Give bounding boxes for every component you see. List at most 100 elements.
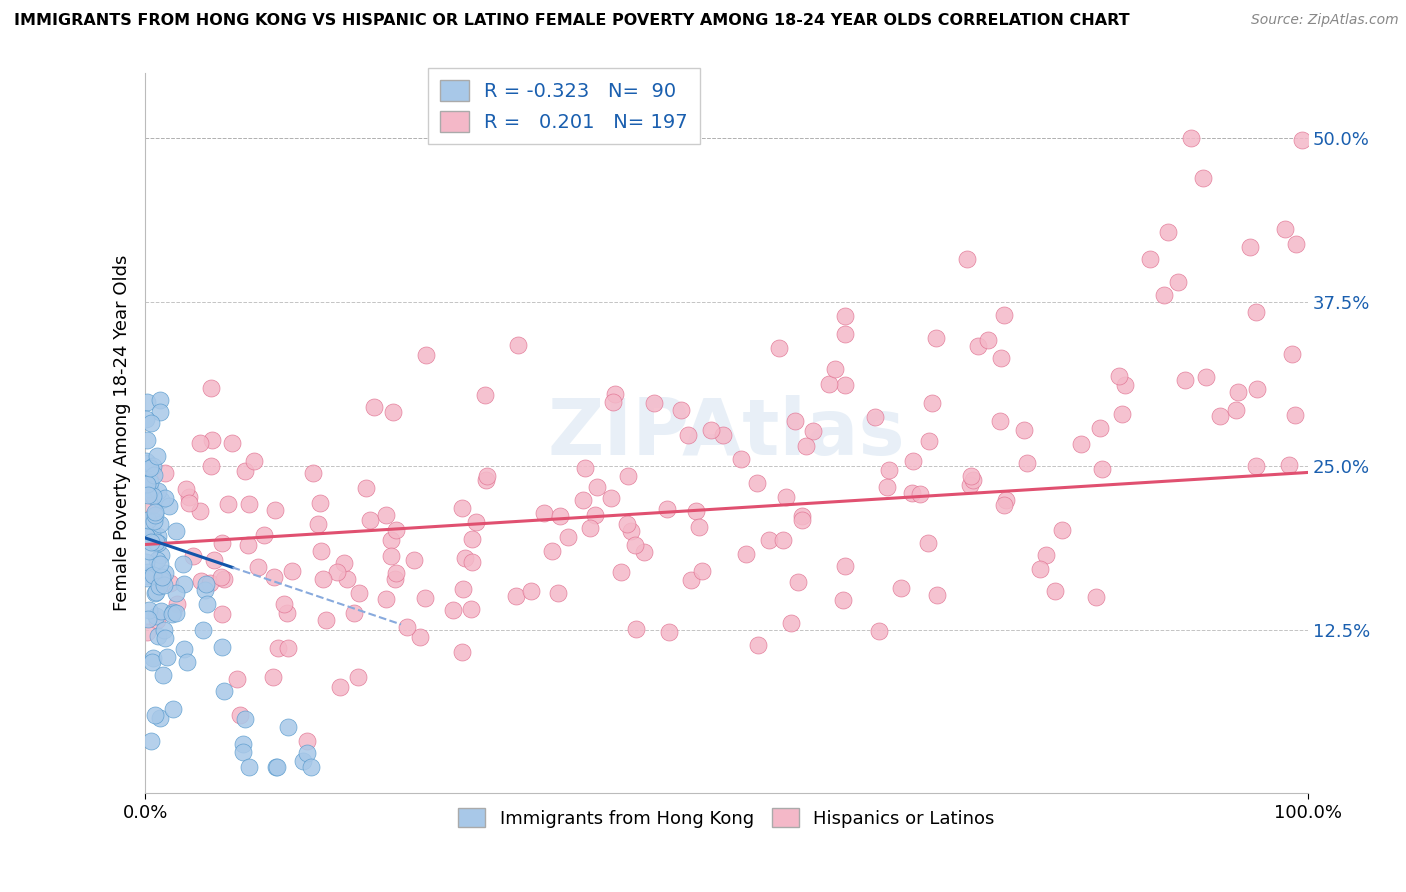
Point [143,505,166,519]
Point [966,339,988,353]
Point [200,382,222,396]
Point [824,362,846,376]
Point [993,308,1015,322]
Point [540,543,562,558]
Point [1192,170,1215,185]
Point [1015,456,1038,470]
Point [136,477,159,491]
Point [150,548,173,562]
Point [609,565,631,579]
Point [191,623,214,637]
Point [505,589,527,603]
Point [1012,424,1035,438]
Point [384,523,406,537]
Point [143,468,166,483]
Point [194,577,217,591]
Point [209,570,232,584]
Point [217,497,239,511]
Point [1043,583,1066,598]
Point [176,482,198,496]
Point [1090,421,1112,435]
Point [623,538,645,552]
Point [451,582,474,596]
Point [135,555,157,569]
Point [547,586,569,600]
Point [669,402,692,417]
Point [277,720,299,734]
Point [229,707,252,722]
Point [993,498,1015,512]
Point [266,760,288,774]
Point [657,502,679,516]
Point [603,387,626,401]
Point [1281,347,1303,361]
Point [139,734,162,748]
Point [149,517,172,532]
Point [834,309,856,323]
Point [136,488,159,502]
Point [617,469,640,483]
Point [994,492,1017,507]
Point [1278,458,1301,472]
Point [295,734,318,748]
Point [1274,221,1296,235]
Point [141,527,163,541]
Point [475,469,498,483]
Point [1091,462,1114,476]
Point [146,553,169,567]
Point [384,572,406,586]
Point [238,497,260,511]
Point [146,629,169,643]
Point [190,574,212,589]
Text: ZIPAtlas: ZIPAtlas [548,395,905,471]
Point [834,558,856,573]
Point [775,490,797,504]
Point [960,469,983,483]
Point [685,504,707,518]
Point [1139,252,1161,266]
Point [190,504,212,518]
Point [159,576,181,591]
Point [148,535,170,549]
Point [1209,409,1232,424]
Point [794,439,817,453]
Point [136,571,159,585]
Point [202,553,225,567]
Point [195,598,218,612]
Point [273,597,295,611]
Point [138,603,160,617]
Point [700,423,723,437]
Point [309,495,332,509]
Point [142,651,165,665]
Point [1167,276,1189,290]
Point [146,484,169,499]
Point [385,566,408,580]
Point [557,531,579,545]
Point [211,535,233,549]
Point [1084,590,1107,604]
Point [176,655,198,669]
Point [1246,382,1268,396]
Point [146,449,169,463]
Point [295,746,318,760]
Point [783,414,806,428]
Point [136,612,159,626]
Point [474,387,496,401]
Point [165,524,187,539]
Point [768,341,790,355]
Point [149,558,172,572]
Point [166,597,188,611]
Point [149,393,172,408]
Point [792,509,814,524]
Point [602,395,624,409]
Point [787,575,810,590]
Point [901,454,924,468]
Point [363,400,385,414]
Point [908,486,931,500]
Point [917,535,939,549]
Point [758,533,780,548]
Point [441,603,464,617]
Point [925,331,948,345]
Point [142,534,165,549]
Point [276,607,298,621]
